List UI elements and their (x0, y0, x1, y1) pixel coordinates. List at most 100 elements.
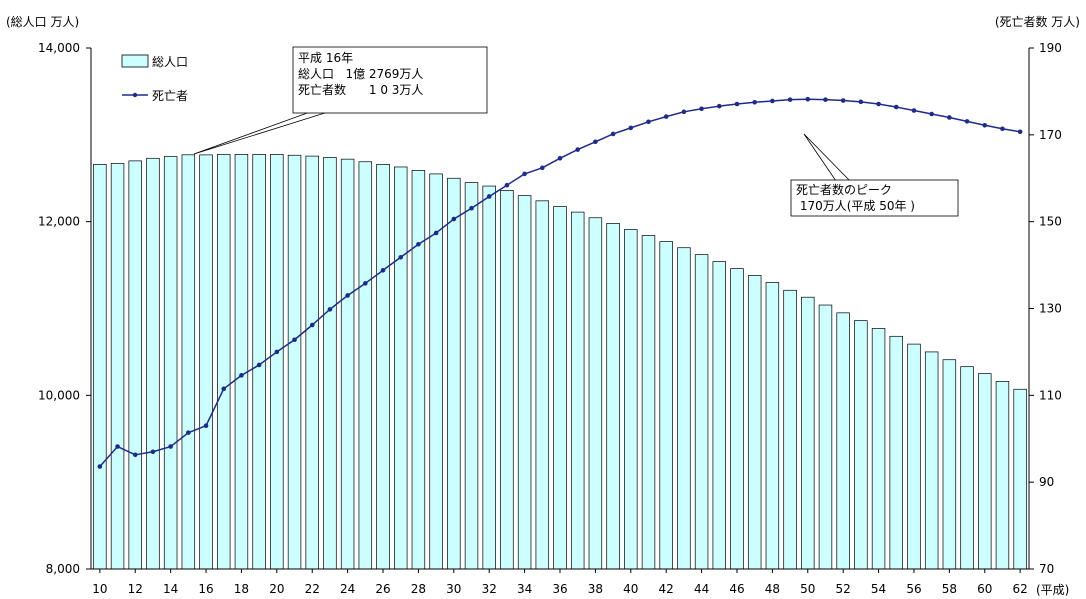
bar-population-53 (854, 320, 868, 570)
point-deaths-44 (699, 106, 704, 112)
bar-population-61 (995, 381, 1010, 570)
x-tick-label-30: 30 (446, 582, 461, 596)
x-tick-label-58: 58 (942, 582, 957, 596)
legend-line-marker (132, 92, 138, 98)
bar-population-35 (535, 200, 550, 570)
bar-population-39 (606, 223, 620, 570)
bar-population-42 (659, 241, 673, 570)
legend: 総人口 死亡者 (121, 54, 188, 103)
point-deaths-49 (787, 97, 793, 102)
x-tick-label-14: 14 (163, 582, 178, 596)
callout-heisei16-line-2: 総人口 1億 2769万人 (298, 67, 423, 81)
point-deaths-42 (663, 114, 669, 119)
right-tick-label-6: 190 (1039, 41, 1062, 55)
point-deaths-32 (486, 194, 492, 199)
point-deaths-24 (345, 293, 350, 298)
x-tick-label-54: 54 (871, 582, 886, 596)
point-deaths-38 (593, 139, 598, 145)
bar-population-27 (394, 166, 408, 570)
bar-population-47 (747, 275, 762, 570)
x-tick-label-32: 32 (482, 582, 497, 596)
bar-population-11 (110, 163, 125, 570)
bar-population-62 (1013, 388, 1027, 570)
point-deaths-37 (575, 147, 580, 152)
point-deaths-57 (929, 111, 934, 117)
bar-population-36 (553, 206, 567, 570)
callout-heisei16-pointer (193, 111, 329, 155)
ticks-layer: 8,000 10,000 12,000 14,000 70 90 110 130 150 170 1… (38, 41, 1062, 596)
bar-population-20 (270, 154, 284, 570)
point-deaths-21 (292, 337, 297, 343)
point-deaths-26 (380, 267, 386, 273)
point-deaths-41 (646, 119, 651, 125)
callout-heisei16-line-3: 死亡者数 1 0 3万人 (298, 82, 423, 97)
point-deaths-28 (416, 241, 421, 247)
point-deaths-51 (823, 97, 828, 102)
point-deaths-27 (398, 254, 404, 260)
bar-population-16 (199, 154, 213, 570)
point-deaths-43 (681, 109, 687, 115)
x-tick-label-26: 26 (375, 582, 390, 596)
callout-peak-line-2: 170万人(平成 50年 ) (796, 199, 915, 213)
right-tick-label-4: 150 (1039, 215, 1062, 229)
x-tick-label-20: 20 (269, 582, 284, 596)
bar-population-25 (358, 161, 373, 570)
point-deaths-36 (557, 155, 563, 161)
point-deaths-31 (469, 205, 474, 211)
callout-heisei16-box (292, 46, 488, 114)
x-tick-label-34: 34 (517, 582, 532, 596)
x-tick-label-16: 16 (198, 582, 213, 596)
point-deaths-39 (610, 131, 616, 137)
right-tick-label-2: 110 (1039, 388, 1062, 402)
point-deaths-14 (168, 444, 173, 449)
bar-population-49 (783, 289, 797, 570)
point-deaths-46 (734, 101, 740, 107)
point-deaths-11 (115, 444, 120, 449)
point-deaths-62 (1017, 129, 1023, 135)
x-tick-label-44: 44 (694, 582, 709, 596)
bar-population-13 (146, 157, 160, 570)
point-deaths-22 (309, 322, 315, 328)
bar-population-28 (411, 170, 426, 570)
point-deaths-19 (256, 362, 262, 368)
x-tick-label-56: 56 (906, 582, 921, 596)
x-axis-unit: (平成) (1036, 583, 1069, 597)
point-deaths-52 (840, 98, 846, 103)
callout-peak: 死亡者数のピーク 170万人(平成 50年 ) (790, 133, 959, 217)
bar-population-32 (482, 185, 496, 570)
bar-population-10 (93, 164, 107, 570)
point-deaths-33 (504, 182, 510, 188)
legend-bar-swatch (121, 54, 149, 68)
x-tick-label-42: 42 (659, 582, 674, 596)
bar-population-18 (234, 154, 249, 570)
left-tick-label-0: 8,000 (46, 562, 80, 576)
point-deaths-45 (716, 103, 722, 109)
point-deaths-29 (433, 230, 439, 236)
point-deaths-58 (947, 115, 952, 120)
point-deaths-59 (964, 119, 970, 124)
bar-population-22 (305, 155, 319, 570)
right-tick-label-0: 70 (1039, 562, 1054, 576)
legend-bar-label: 総人口 (152, 55, 188, 69)
right-tick-label-3: 130 (1039, 302, 1062, 316)
point-deaths-53 (858, 99, 864, 105)
point-deaths-40 (628, 125, 634, 131)
right-tick-label-1: 90 (1039, 475, 1054, 489)
bar-population-40 (624, 229, 638, 570)
point-deaths-23 (327, 307, 333, 312)
callout-heisei16: 平成 16年 総人口 1億 2769万人 死亡者数 1 0 3万人 (193, 46, 488, 155)
x-tick-label-40: 40 (623, 582, 638, 596)
point-deaths-35 (540, 165, 545, 171)
bar-population-55 (889, 335, 903, 570)
x-tick-label-36: 36 (552, 582, 567, 596)
x-tick-label-22: 22 (305, 582, 320, 596)
x-tick-label-50: 50 (800, 582, 815, 596)
callout-peak-line-1: 死亡者数のピーク (796, 182, 892, 197)
point-deaths-13 (150, 449, 156, 455)
bar-population-31 (464, 182, 479, 570)
legend-line-label: 死亡者 (152, 89, 188, 103)
point-deaths-61 (1000, 126, 1005, 132)
x-tick-label-10: 10 (92, 582, 107, 596)
point-deaths-50 (805, 96, 811, 102)
